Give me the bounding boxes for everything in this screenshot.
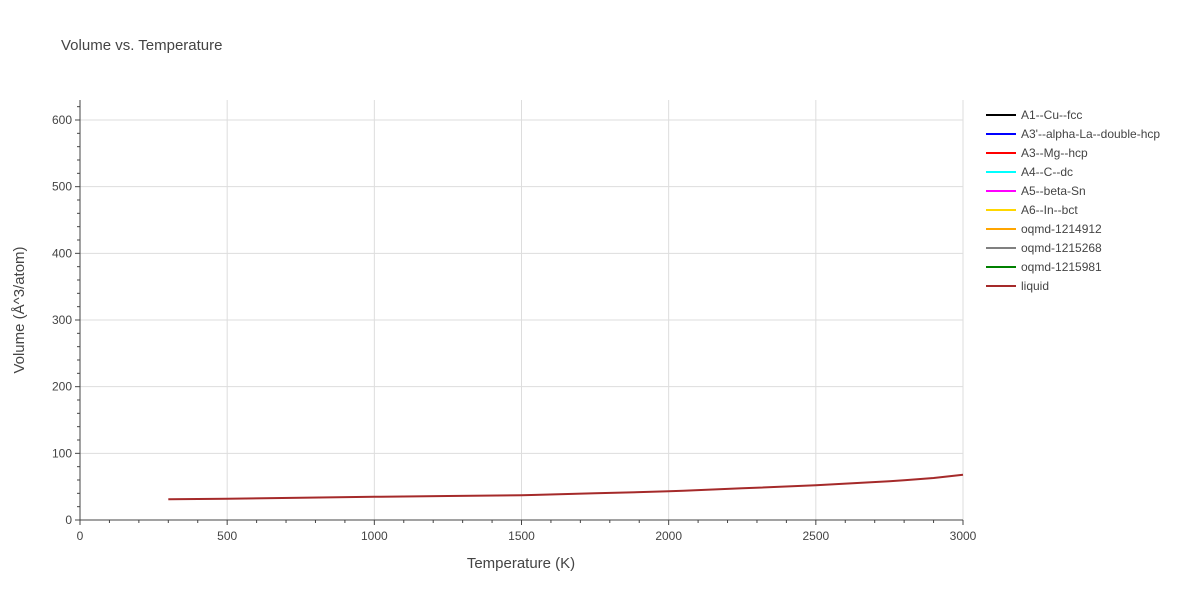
- axes: 0 500 1000 1500 2000 2500 3000 0 100 200 300 400 500…: [52, 100, 977, 543]
- x-tick-label: 3000: [950, 529, 977, 543]
- series-line-liquid: [168, 473, 964, 501]
- legend-item-oqmd-1215981: oqmd-1215981: [1021, 260, 1102, 274]
- y-tick-label: 300: [52, 313, 72, 327]
- y-tick-label: 100: [52, 446, 72, 460]
- x-tick-label: 500: [217, 529, 237, 543]
- x-tick-label: 2500: [802, 529, 829, 543]
- x-axis-title: Temperature (K): [467, 555, 575, 572]
- legend-item-oqmd-1215268: oqmd-1215268: [1021, 241, 1102, 255]
- legend: A1--Cu--fcc A3'--alpha-La--double-hcp A3--…: [986, 108, 1160, 293]
- y-tick-label: 400: [52, 246, 72, 260]
- x-tick-label: 1000: [361, 529, 388, 543]
- legend-item-a5-beta-sn: A5--beta-Sn: [1021, 184, 1086, 198]
- legend-item-a3-mg-hcp: A3--Mg--hcp: [1021, 146, 1088, 160]
- legend-item-liquid: liquid: [1021, 279, 1049, 293]
- x-tick-label: 1500: [508, 529, 535, 543]
- chart-title: Volume vs. Temperature: [61, 37, 222, 54]
- legend-item-a4-c-dc: A4--C--dc: [1021, 165, 1073, 179]
- y-axis-title: Volume (Å^3/atom): [11, 246, 28, 373]
- legend-item-a6-in-bct: A6--In--bct: [1021, 203, 1078, 217]
- x-tick-label: 2000: [655, 529, 682, 543]
- legend-item-a3-alpha-la-double-hcp: A3'--alpha-La--double-hcp: [1021, 127, 1160, 141]
- y-tick-label: 0: [65, 513, 72, 527]
- plot-area: [168, 473, 964, 501]
- y-tick-label: 200: [52, 380, 72, 394]
- legend-item-a1-cu-fcc: A1--Cu--fcc: [1021, 108, 1082, 122]
- y-tick-label: 500: [52, 180, 72, 194]
- x-tick-label: 0: [77, 529, 84, 543]
- legend-item-oqmd-1214912: oqmd-1214912: [1021, 222, 1102, 236]
- y-tick-label: 600: [52, 113, 72, 127]
- grid: [80, 100, 964, 520]
